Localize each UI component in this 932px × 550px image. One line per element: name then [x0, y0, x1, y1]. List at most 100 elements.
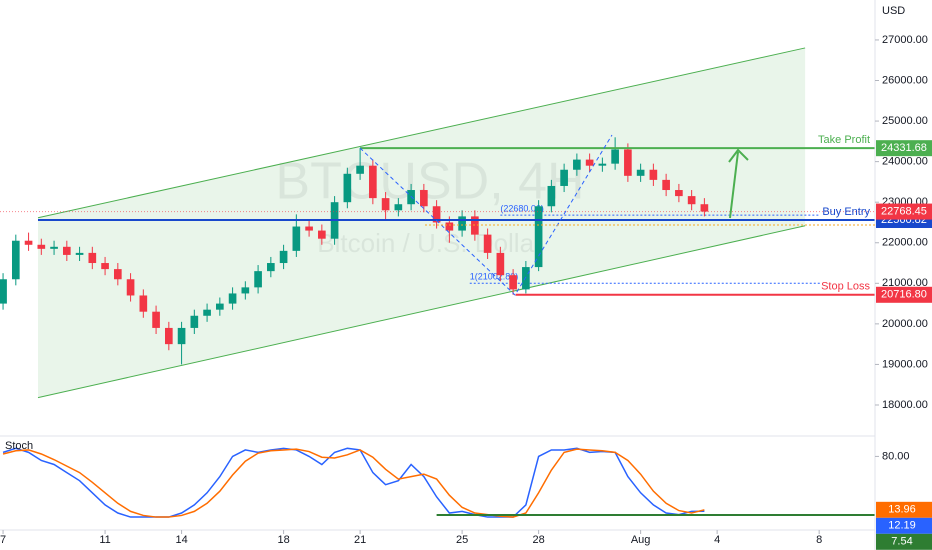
candle-body — [381, 198, 390, 211]
candle-body — [547, 185, 556, 207]
price-label-bg — [876, 286, 932, 303]
candle-body — [241, 287, 250, 294]
channel-fill — [37, 47, 806, 398]
x-tick-label: 7 — [0, 534, 6, 546]
candle-body — [700, 204, 709, 212]
last-price-bg — [876, 203, 932, 220]
candle-body — [534, 206, 543, 268]
candle-body — [190, 315, 199, 328]
stoch-label-bg — [876, 533, 932, 550]
x-tick-label: 11 — [99, 534, 110, 546]
candle-body — [254, 271, 262, 288]
stoch-tick-label: 80.00 — [882, 450, 910, 462]
stoch-label: 13.96 — [888, 504, 916, 516]
x-tick-label: 14 — [175, 534, 187, 546]
currency-label: USD — [882, 5, 905, 17]
candle-body — [611, 149, 619, 164]
x-tick-label: 25 — [456, 534, 468, 546]
candle-body — [445, 222, 454, 231]
candle-body — [356, 165, 364, 174]
stoch-label-bg — [876, 517, 932, 534]
plot-layer: BTCUSD, 4H Bitcoin / U.S. Dollar (22680.06… — [0, 47, 875, 518]
candle-body — [228, 293, 237, 304]
y-tick-label: 18000.00 — [882, 399, 928, 411]
y-tick-label: 21000.00 — [882, 277, 928, 289]
candle-body — [624, 149, 632, 176]
candle-body — [279, 250, 288, 264]
candle-body — [126, 279, 135, 296]
candle-body — [11, 240, 20, 280]
candle-body — [636, 169, 645, 176]
stoch-line — [2, 447, 705, 518]
level-name: Stop Loss — [821, 281, 870, 293]
candle-body — [292, 226, 301, 251]
y-tick-label: 25000.00 — [882, 115, 928, 127]
x-tick-label: 8 — [816, 534, 822, 546]
candle-body — [113, 269, 122, 280]
candle-body — [24, 240, 33, 245]
candle-body — [573, 159, 581, 170]
candle-body — [649, 169, 658, 180]
candle-body — [458, 216, 466, 231]
stoch-label-bg — [876, 501, 932, 518]
candle-body — [37, 244, 46, 249]
candle-body — [420, 190, 428, 207]
channel-lower — [37, 225, 806, 399]
level-name: Buy Entry — [822, 206, 870, 218]
candle-body — [675, 190, 683, 197]
price-label-bg — [876, 140, 932, 157]
level-name: Take Profit — [818, 134, 870, 146]
candle-body — [560, 169, 568, 186]
candle-body — [343, 173, 352, 203]
channel-upper — [37, 47, 806, 219]
fib-label: 1(21002.80) — [470, 272, 519, 282]
watermark-sub: Bitcoin / U.S. Dollar — [317, 228, 543, 258]
candle-body — [203, 309, 211, 316]
candle-body — [318, 230, 326, 239]
candle-body — [75, 252, 84, 255]
stoch-label: 7.54 — [891, 536, 912, 548]
y-tick-label: 22000.00 — [882, 237, 928, 249]
candle-body — [62, 246, 71, 255]
candle-body — [369, 165, 377, 199]
candle-body — [88, 252, 97, 264]
price-label: 20716.80 — [881, 289, 927, 301]
y-tick-label: 19000.00 — [882, 358, 928, 370]
candle-body — [598, 163, 607, 166]
candle-body — [165, 327, 173, 345]
candle-body — [101, 263, 109, 270]
candle-body — [0, 279, 7, 304]
y-tick-label: 20000.00 — [882, 318, 928, 330]
candle-body — [662, 179, 670, 191]
candle-body — [687, 196, 696, 205]
candle-body — [152, 311, 160, 328]
candle-body — [177, 327, 186, 345]
y-tick-label: 26000.00 — [882, 74, 928, 86]
candle-body — [267, 263, 275, 272]
stoch-line — [2, 448, 705, 518]
y-tick-label: 27000.00 — [882, 34, 928, 46]
stoch-title: Stoch — [5, 440, 33, 452]
y-tick-label: 24000.00 — [882, 156, 928, 168]
candle-body — [305, 226, 313, 231]
x-tick-label: 4 — [714, 534, 720, 546]
fib-label: (22680.06) — [500, 204, 544, 214]
last-price-label: 22768.45 — [881, 205, 927, 217]
stoch-label: 12.19 — [888, 520, 916, 532]
candle-body — [585, 159, 594, 166]
candle-body — [483, 234, 492, 253]
price-label: 24331.68 — [881, 142, 927, 154]
target-arrow — [728, 148, 749, 219]
x-tick-label: Aug — [631, 534, 651, 546]
candle-body — [471, 216, 479, 235]
fib-trend — [359, 134, 613, 296]
candle-body — [394, 204, 403, 211]
candle-body — [139, 295, 148, 312]
candle-body — [50, 246, 58, 249]
candle-body — [509, 275, 517, 290]
candle-body — [432, 206, 441, 223]
x-tick-label: 18 — [277, 534, 289, 546]
x-tick-label: 28 — [532, 534, 544, 546]
